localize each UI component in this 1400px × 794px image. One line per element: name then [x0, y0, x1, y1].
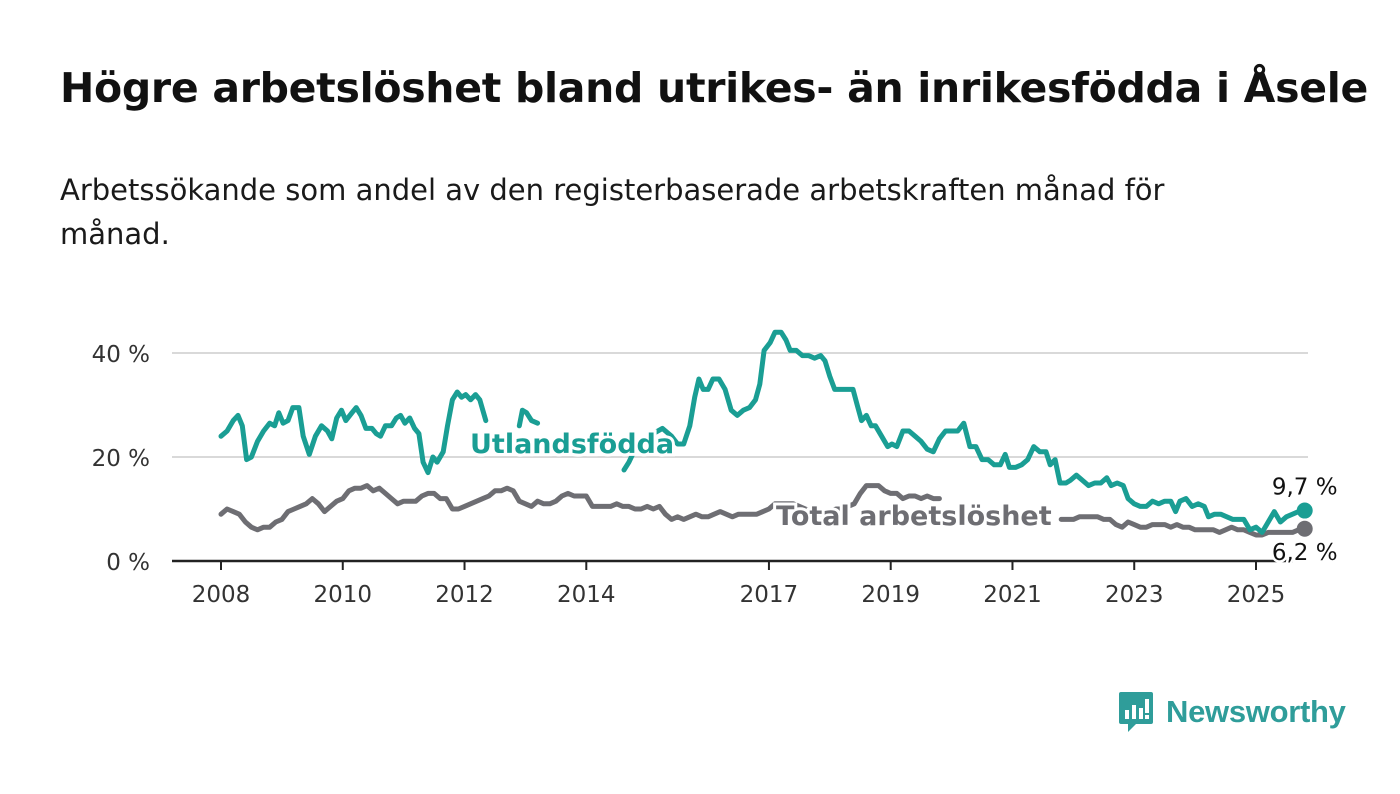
- end-value-label: 6,2 %: [1272, 540, 1338, 566]
- series-label-total: Total arbetslöshet: [776, 501, 1052, 532]
- x-tick-label: 2012: [435, 582, 494, 608]
- end-point-utlandsfodda: [1296, 502, 1313, 519]
- x-tick-label: 2014: [557, 582, 616, 608]
- series-line-utlandsfodda: [218, 389, 489, 476]
- x-tick-label: 2019: [861, 582, 920, 608]
- end-value-label: 9,7 %: [1272, 475, 1338, 501]
- x-tick-label: 2017: [740, 582, 799, 608]
- chart-subtitle: Arbetssökande som andel av den registerb…: [60, 173, 1165, 251]
- series-label-utlandsfodda: Utlandsfödda: [470, 429, 674, 460]
- y-axis-ticks: 0 % 20 % 40 %: [92, 342, 150, 576]
- y-tick-label: 20 %: [92, 446, 150, 472]
- x-tick-label: 2010: [313, 582, 372, 608]
- series-line-total: [218, 483, 942, 533]
- x-tick-label: 2008: [192, 582, 251, 608]
- series-lines: [218, 329, 1308, 538]
- series-line-utlandsfodda: [583, 438, 601, 455]
- series-line-utlandsfodda: [650, 329, 1308, 535]
- y-tick-label: 0 %: [106, 550, 150, 576]
- gridlines: [172, 352, 1308, 458]
- chart-title: Högre arbetslöshet bland utrikes- än inr…: [60, 64, 1368, 112]
- newsworthy-logo-icon: [1119, 692, 1153, 732]
- series-line-utlandsfodda: [516, 407, 541, 429]
- series-line-utlandsfodda: [621, 444, 643, 473]
- x-tick-label: 2021: [983, 582, 1042, 608]
- x-axis-ticks: 2008 2010 2012 2014 2017 2019 2021 2023 2025: [192, 561, 1286, 608]
- series-line-total: [1058, 514, 1308, 538]
- newsworthy-logo-text: Newsworthy: [1166, 694, 1346, 729]
- x-tick-label: 2023: [1105, 582, 1164, 608]
- y-tick-label: 40 %: [92, 342, 150, 368]
- end-point-total: [1296, 520, 1313, 537]
- series-labels: Utlandsfödda Total arbetslöshet 9,7 % 6,2 %: [467, 426, 1340, 568]
- newsworthy-logo: Newsworthy: [1118, 690, 1346, 734]
- x-tick-label: 2025: [1227, 582, 1286, 608]
